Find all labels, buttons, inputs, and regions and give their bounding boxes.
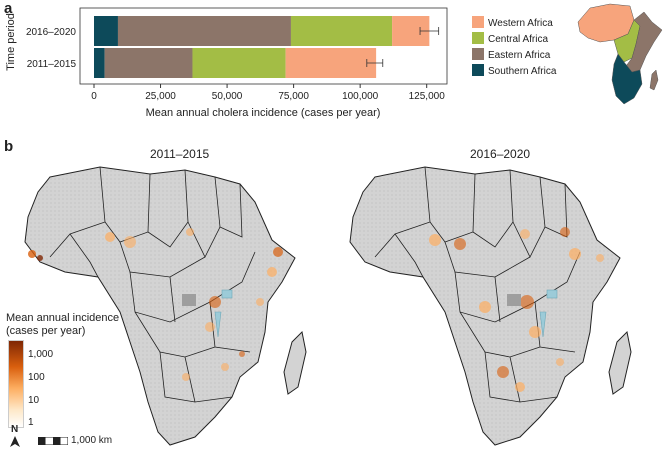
madagascar [283,330,307,395]
incidence-hotspots [429,227,604,392]
africa-map-2011-2015 [24,166,307,446]
bar-western-africa-1 [285,48,377,78]
y-axis-title: Time period [5,13,17,71]
legend-swatch-central [472,32,484,44]
region-legend: Western Africa Central Africa Eastern Af… [472,16,557,77]
inset-southern-africa [611,53,643,105]
x-tick-label: 50,000 [212,91,243,102]
y-tick-label: 2016–2020 [26,27,76,38]
madagascar [608,330,632,395]
plot-frame [79,7,448,85]
legend-label-eastern: Eastern Africa [488,50,551,61]
legend-label-southern: Southern Africa [488,66,557,77]
bar-southern-africa-0 [94,16,118,46]
legend-swatch-western [472,16,484,28]
colorbar-tick-10: 10 [28,395,40,406]
country-borders [49,166,256,403]
bar-central-africa-1 [192,48,286,78]
error-bar [419,27,440,35]
colorbar-tick-1: 1 [28,417,34,428]
bar-eastern-africa-0 [117,16,291,46]
x-tick-label: 100,000 [342,91,379,102]
x-tick-label: 25,000 [145,91,176,102]
legend-label-central: Central Africa [488,34,548,45]
stacked-bar-chart: Time period 2016–2020 2011–2015 0 25,000 50… [5,7,448,119]
incidence-legend-title-line1: Mean annual incidence [6,312,120,324]
scale-bar-label: 1,000 km [71,435,113,446]
x-axis-title: Mean annual cholera incidence (cases per… [146,107,381,119]
legend-label-western: Western Africa [488,18,553,29]
north-label: N [11,424,19,435]
x-tick-label: 75,000 [278,91,309,102]
africa-map-2016-2020 [349,166,632,446]
legend-swatch-eastern [472,48,484,60]
africa-landmass [24,166,296,446]
incidence-legend-title-line2: (cases per year) [6,325,86,337]
incidence-legend-title: Mean annual incidence (cases per year) [6,312,119,338]
region-inset-map [577,3,663,105]
left-map-title: 2011–2015 [150,147,210,161]
country-borders [374,166,581,403]
colorbar-tick-1000: 1,000 [28,349,54,360]
panel-label-b: b [4,138,14,155]
right-map-title: 2016–2020 [470,147,531,161]
legend-swatch-southern [472,64,484,76]
error-bar [366,59,384,67]
incidence-hotspots [28,228,283,381]
water-bodies [214,289,233,338]
panel-label-a: a [4,0,13,17]
bar-eastern-africa-1 [104,48,193,78]
bar-central-africa-0 [290,16,393,46]
colorbar-tick-100: 100 [28,372,45,383]
scale-bar [38,437,68,445]
inset-madagascar [649,69,659,91]
x-tick-label: 125,000 [409,91,446,102]
y-tick-label: 2011–2015 [27,59,77,70]
water-bodies [539,289,558,338]
bar-southern-africa-1 [94,48,105,78]
incidence-colorbar [8,340,24,428]
north-arrow-icon [10,436,20,447]
x-tick-label: 0 [91,91,97,102]
